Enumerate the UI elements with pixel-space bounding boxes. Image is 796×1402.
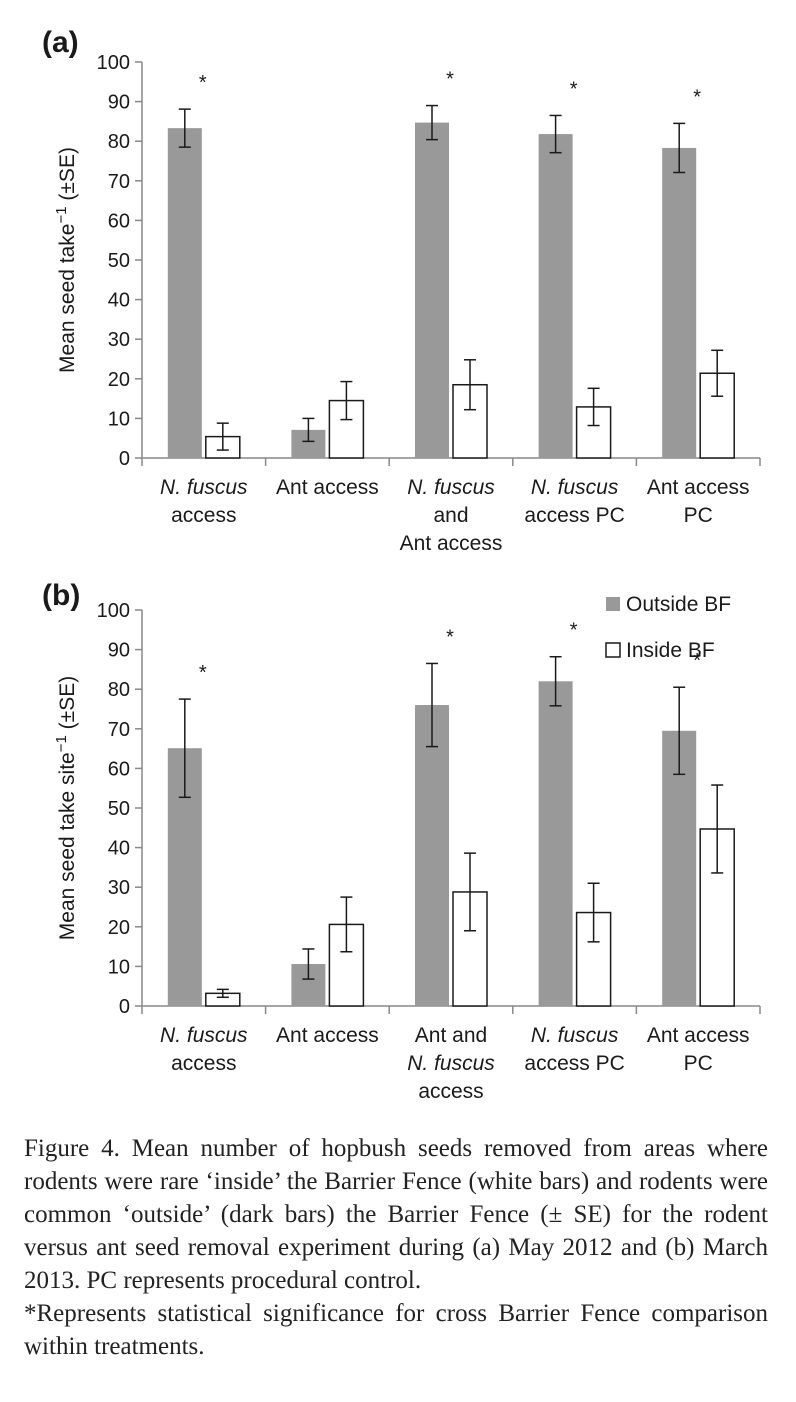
- significance-marker: *: [446, 626, 454, 648]
- category-label: Ant access: [647, 476, 750, 499]
- panel-b: (b) Mean seed take site−1 (±SE) 0 10 20 30 40 5…: [42, 579, 761, 1103]
- y-tick-label: 50: [108, 798, 130, 820]
- significance-marker: *: [693, 650, 701, 672]
- y-tick-label: 30: [108, 329, 130, 351]
- y-axis-label-text: Mean seed take: [56, 224, 79, 373]
- y-tick-label: 90: [108, 92, 130, 114]
- y-axis-label-text: Mean seed take site: [56, 752, 79, 940]
- category-label: Ant access: [276, 476, 379, 499]
- significance-marker: *: [570, 78, 578, 100]
- y-tick-label: 10: [108, 956, 130, 978]
- bar-outside-bf: [415, 122, 449, 458]
- y-tick-label: 20: [108, 369, 130, 391]
- figure-caption: Figure 4. Mean number of hopbush seeds r…: [24, 1132, 768, 1363]
- y-tick-label: 0: [119, 996, 130, 1018]
- panel-label: (b): [42, 579, 80, 612]
- significance-marker: *: [446, 69, 454, 91]
- category-label: N. fuscus: [160, 476, 248, 499]
- y-tick-label: 20: [108, 917, 130, 939]
- category-label: PC: [684, 504, 713, 527]
- category-label: PC: [684, 1052, 713, 1075]
- panel-label: (a): [42, 26, 79, 59]
- y-axis-label-tail: (±SE): [56, 147, 79, 206]
- y-tick-label: 40: [108, 838, 130, 860]
- y-tick-label: 80: [108, 679, 130, 701]
- y-tick-label: 40: [108, 290, 130, 312]
- bar-outside-bf: [167, 128, 202, 458]
- category-label: access: [171, 1052, 236, 1075]
- panel-a: (a) Mean seed take−1 (±SE) 0 10 20 30 40 50 60 70…: [42, 26, 761, 555]
- category-label: access PC: [524, 504, 624, 527]
- significance-marker: *: [199, 662, 207, 684]
- legend-swatch-outside-bf: [606, 597, 620, 611]
- category-label: N. fuscus: [160, 1024, 248, 1047]
- y-axis-label: Mean seed take−1 (±SE): [53, 147, 80, 373]
- y-tick-label: 90: [108, 640, 130, 662]
- category-label: N. fuscus: [531, 476, 619, 499]
- category-label: N. fuscus: [407, 476, 495, 499]
- y-tick-label: 60: [108, 210, 130, 232]
- legend-label-inside-bf: Inside BF: [626, 639, 715, 662]
- y-axis-label-tail: (±SE): [56, 676, 79, 735]
- legend-label-outside-bf: Outside BF: [626, 593, 731, 616]
- bar-outside-bf: [538, 681, 573, 1006]
- y-tick-label: 50: [108, 250, 130, 272]
- y-axis-label-superscript: −1: [53, 206, 70, 223]
- category-label: access: [418, 1080, 483, 1103]
- significance-marker: *: [199, 72, 207, 94]
- legend-swatch-inside-bf: [605, 642, 621, 658]
- y-axis-label: Mean seed take site−1 (±SE): [53, 676, 80, 940]
- y-tick-label: 10: [108, 408, 130, 430]
- y-axis-label-superscript: −1: [53, 735, 70, 752]
- y-tick-label: 30: [108, 877, 130, 899]
- significance-marker: *: [693, 86, 701, 108]
- category-label: access: [171, 504, 236, 527]
- category-label: Ant access: [276, 1024, 379, 1047]
- bar-outside-bf: [538, 134, 573, 458]
- y-tick-label: 100: [97, 600, 130, 622]
- y-tick-label: 70: [108, 171, 130, 193]
- y-tick-label: 70: [108, 719, 130, 741]
- category-label: access PC: [524, 1052, 624, 1075]
- y-tick-label: 0: [119, 448, 130, 470]
- bar-outside-bf: [662, 730, 697, 1006]
- category-label: Ant access: [400, 532, 503, 555]
- category-label: and: [433, 504, 468, 527]
- category-label: N. fuscus: [407, 1052, 495, 1075]
- caption-note: *Represents statistical significance for…: [24, 1300, 768, 1360]
- caption-main: Figure 4. Mean number of hopbush seeds r…: [24, 1135, 768, 1294]
- bar-outside-bf: [662, 147, 697, 458]
- category-label: N. fuscus: [531, 1024, 619, 1047]
- figure: (a)Mean seed take−1 (±SE)010203040506070…: [42, 26, 761, 1103]
- y-tick-label: 60: [108, 758, 130, 780]
- category-label: Ant and: [415, 1024, 487, 1047]
- y-tick-label: 100: [97, 52, 130, 74]
- bar-outside-bf: [415, 705, 449, 1006]
- significance-marker: *: [570, 620, 578, 642]
- category-label: Ant access: [647, 1024, 750, 1047]
- y-tick-label: 80: [108, 131, 130, 153]
